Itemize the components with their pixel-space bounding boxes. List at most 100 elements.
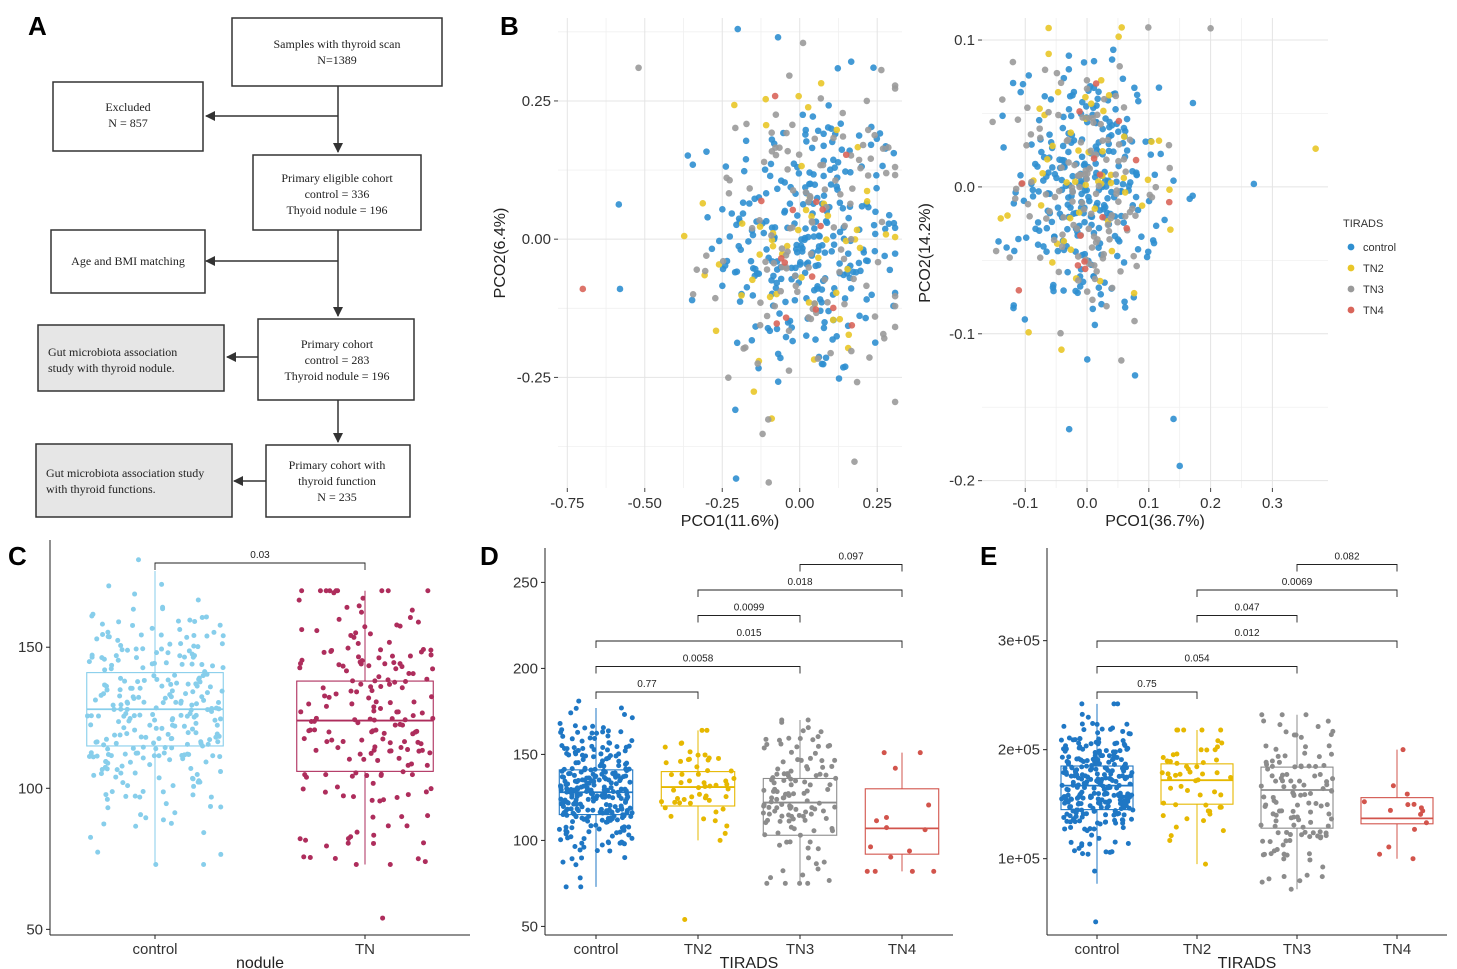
jitter-point <box>329 737 335 743</box>
scatter-point-tn3 <box>725 374 732 381</box>
jitter-point <box>1094 771 1100 777</box>
scatter-point-tn2 <box>844 265 851 273</box>
scatter-point-control <box>615 201 623 208</box>
scatter-point-control <box>1065 52 1073 59</box>
jitter-point <box>324 843 330 849</box>
jitter-point <box>207 684 213 690</box>
jitter-point <box>168 820 174 826</box>
jitter-point <box>1262 803 1268 809</box>
jitter-point <box>211 629 217 635</box>
scatter-point-tn2 <box>815 254 822 262</box>
jitter-point <box>190 726 196 732</box>
scatter-point-control <box>810 233 818 240</box>
jitter-point <box>1273 818 1279 824</box>
jitter-point <box>400 722 406 728</box>
jitter-point <box>1084 828 1090 834</box>
scatter-point-control <box>1102 115 1109 122</box>
jitter-point <box>409 772 415 778</box>
jitter-point <box>361 756 367 762</box>
legend-label: TN4 <box>1363 305 1384 317</box>
jitter-point <box>411 699 417 705</box>
scatter-point-tn3 <box>1105 227 1113 235</box>
jitter-point <box>1173 772 1179 778</box>
jitter-point <box>1089 832 1095 838</box>
scatter-point-control <box>855 259 863 267</box>
jitter-point <box>190 792 196 798</box>
scatter-point-control <box>1000 144 1007 151</box>
jitter-point <box>317 588 323 594</box>
jitter-point <box>216 699 222 705</box>
jitter-point <box>1077 818 1083 824</box>
p-value-label: 0.054 <box>1184 654 1209 665</box>
scatter-point-control <box>688 296 696 304</box>
jitter-point <box>864 868 870 874</box>
scatter-point-tn3 <box>1050 236 1058 244</box>
panel-label-d: D <box>480 541 499 571</box>
jitter-point <box>724 781 730 787</box>
jitter-point <box>167 757 173 763</box>
jitter-point <box>350 794 356 800</box>
x-tick-label: TN2 <box>684 941 712 958</box>
jitter-point <box>1288 778 1294 784</box>
p-value-label: 0.03 <box>250 550 270 561</box>
y-tick-label: 50 <box>521 918 538 935</box>
jitter-point <box>558 784 564 790</box>
y-tick-label: 1e+05 <box>998 851 1040 868</box>
jitter-point <box>1125 791 1131 797</box>
jitter-point <box>761 787 767 793</box>
jitter-point <box>1062 826 1068 832</box>
scatter-point-control <box>876 130 884 137</box>
jitter-point <box>404 823 410 829</box>
scatter-point-tn3 <box>689 290 697 298</box>
jitter-point <box>370 780 376 786</box>
scatter-point-tn3 <box>742 344 749 351</box>
jitter-point <box>621 824 627 830</box>
jitter-point <box>1317 829 1323 835</box>
jitter-point <box>804 798 810 804</box>
jitter-point <box>314 628 320 634</box>
scatter-point-tn3 <box>1120 155 1128 163</box>
scatter-point-tn2 <box>750 388 758 395</box>
jitter-point <box>159 646 165 652</box>
jitter-point <box>1062 748 1068 754</box>
jitter-point <box>830 828 836 834</box>
jitter-point <box>1063 769 1069 775</box>
jitter-point <box>163 660 169 666</box>
jitter-point <box>1113 779 1119 785</box>
jitter-point <box>1062 765 1068 771</box>
jitter-point <box>821 859 827 865</box>
scatter-point-control <box>1119 75 1127 83</box>
scatter-point-control <box>1083 356 1091 363</box>
jitter-point <box>622 855 628 861</box>
jitter-point <box>1267 839 1273 845</box>
flow-box-gut-nodule: Gut microbiota association study with th… <box>37 324 225 392</box>
jitter-point <box>1291 791 1297 797</box>
jitter-point <box>560 733 566 739</box>
jitter-point <box>296 597 302 603</box>
scatter-point-control <box>1115 128 1122 136</box>
flow-box-primary: Primary cohort control = 283 Thyroid nod… <box>257 318 415 401</box>
scatter-point-tn2 <box>1067 246 1075 253</box>
jitter-point <box>581 816 587 822</box>
jitter-point <box>590 807 596 813</box>
scatter-point-tn3 <box>785 367 793 374</box>
scatter-point-tn3 <box>1116 63 1123 70</box>
jitter-point <box>1121 812 1127 818</box>
scatter-point-control <box>820 172 827 180</box>
scatter-point-control <box>708 245 716 253</box>
jitter-point <box>370 814 376 820</box>
jitter-point <box>98 692 104 698</box>
scatter-point-control <box>885 211 893 219</box>
scatter-point-tn3 <box>791 272 799 280</box>
jitter-point <box>323 588 329 594</box>
jitter-point <box>118 643 124 649</box>
jitter-point <box>159 683 165 689</box>
jitter-point <box>1067 813 1073 819</box>
x-tick-label: 0.1 <box>1138 495 1159 512</box>
comparison-bracket <box>697 615 801 623</box>
jitter-point <box>208 803 214 809</box>
scatter-point-control <box>735 242 743 250</box>
jitter-point <box>1400 747 1406 753</box>
jitter-point <box>774 805 780 811</box>
scatter-point-control <box>1120 259 1128 266</box>
